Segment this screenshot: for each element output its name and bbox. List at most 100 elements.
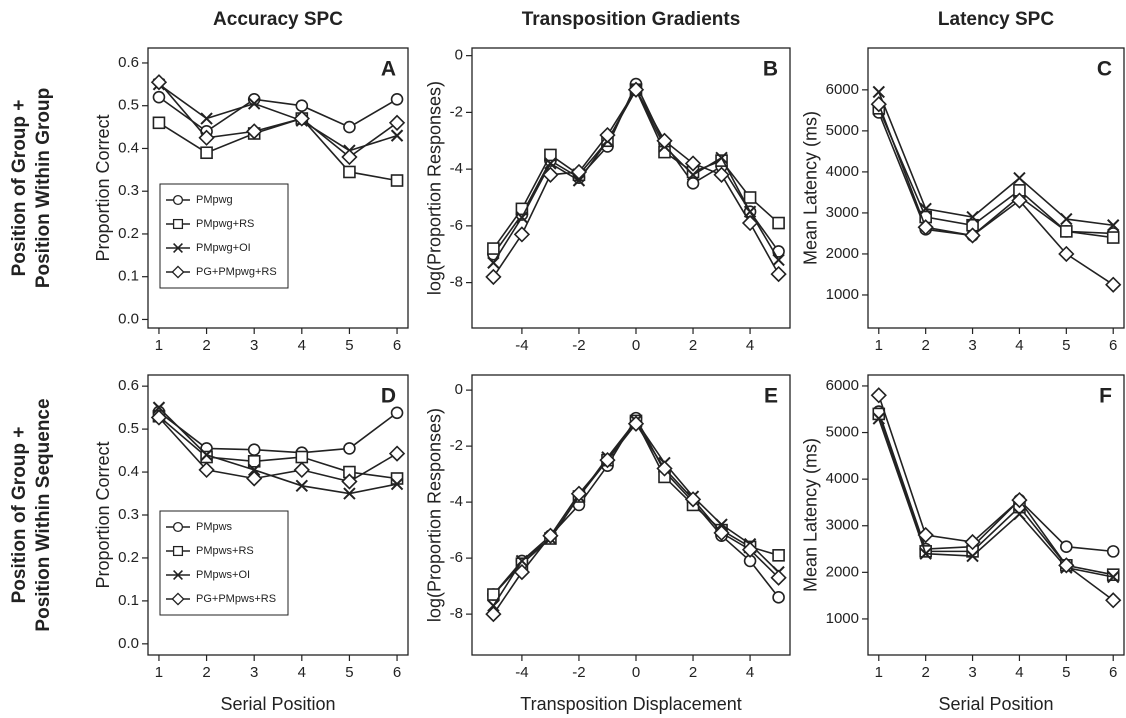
marker bbox=[772, 216, 785, 230]
marker bbox=[770, 569, 787, 586]
marker bbox=[684, 491, 702, 508]
y-tick-label: 0.1 bbox=[118, 592, 139, 609]
legend-marker bbox=[172, 521, 184, 533]
plot-frame bbox=[471, 374, 791, 656]
y-tick-label: 6000 bbox=[826, 81, 859, 98]
marker bbox=[388, 114, 406, 131]
y-tick-label: 4000 bbox=[826, 470, 859, 487]
legend-label: PMpwg bbox=[196, 194, 233, 206]
y-tick-label: 1000 bbox=[826, 286, 859, 303]
y-tick-label: 5000 bbox=[826, 122, 859, 139]
y-tick-label: -8 bbox=[450, 274, 463, 291]
x-tick-label: 4 bbox=[298, 664, 306, 681]
series-line bbox=[878, 112, 1114, 237]
marker bbox=[1107, 219, 1120, 232]
marker bbox=[247, 455, 261, 468]
series-line bbox=[158, 407, 398, 495]
marker bbox=[870, 387, 887, 404]
series-line bbox=[878, 103, 1114, 286]
x-tick-label: 6 bbox=[393, 664, 401, 681]
marker bbox=[964, 227, 981, 244]
series-line bbox=[878, 418, 1114, 578]
y-tick-label: 0.2 bbox=[118, 549, 139, 566]
marker bbox=[515, 554, 529, 568]
row-label: Position Within Sequence bbox=[33, 398, 54, 631]
marker bbox=[966, 210, 979, 224]
x-tick-label: 3 bbox=[250, 337, 258, 354]
marker bbox=[570, 485, 588, 502]
marker bbox=[656, 460, 673, 477]
legend-label: PG+PMpwg+RS bbox=[196, 266, 277, 278]
marker bbox=[1106, 545, 1120, 558]
marker bbox=[487, 242, 500, 255]
series-line bbox=[878, 411, 1114, 553]
marker bbox=[572, 174, 586, 187]
marker bbox=[150, 409, 168, 426]
series-line bbox=[158, 83, 398, 152]
row-label: Position of Group + bbox=[9, 427, 30, 604]
y-tick-label: 0 bbox=[455, 381, 463, 398]
x-tick-label: 3 bbox=[968, 337, 976, 354]
x-tick-label: 6 bbox=[1109, 664, 1117, 681]
y-axis-label: Mean Latency (ms) bbox=[800, 111, 820, 265]
x-tick-label: 5 bbox=[345, 664, 353, 681]
marker bbox=[966, 549, 979, 563]
marker bbox=[390, 174, 404, 187]
marker bbox=[487, 588, 500, 601]
marker bbox=[713, 524, 730, 542]
marker bbox=[917, 526, 934, 544]
legend-label: PMpwg+RS bbox=[196, 218, 254, 230]
y-tick-label: 1000 bbox=[826, 610, 859, 627]
plot-frame bbox=[471, 47, 791, 329]
y-tick-label: 0.5 bbox=[118, 420, 139, 437]
series-line bbox=[158, 96, 398, 133]
marker bbox=[246, 470, 263, 487]
x-tick-label: 2 bbox=[921, 337, 929, 354]
panel-letter: B bbox=[763, 58, 778, 81]
marker bbox=[343, 442, 356, 455]
x-tick-label: -2 bbox=[572, 337, 585, 354]
legend-marker bbox=[172, 218, 184, 230]
marker bbox=[152, 401, 166, 414]
series-line bbox=[492, 87, 780, 264]
marker bbox=[295, 479, 309, 493]
x-tick-label: 6 bbox=[1109, 337, 1117, 354]
y-tick-label: -6 bbox=[450, 217, 463, 234]
y-tick-label: 2000 bbox=[826, 245, 859, 262]
y-tick-label: 2000 bbox=[826, 563, 859, 580]
marker bbox=[627, 81, 645, 98]
marker bbox=[570, 163, 588, 181]
marker bbox=[343, 165, 356, 179]
legend-marker bbox=[172, 194, 184, 206]
plot-frame bbox=[147, 47, 409, 329]
y-tick-label: -2 bbox=[450, 437, 463, 454]
marker bbox=[715, 151, 728, 164]
legend-label: PG+PMpws+RS bbox=[196, 593, 276, 605]
x-tick-label: 0 bbox=[632, 337, 640, 354]
y-axis-label: Proportion Correct bbox=[93, 441, 113, 588]
marker bbox=[515, 202, 529, 216]
series-line bbox=[492, 416, 780, 598]
column-title: Latency SPC bbox=[938, 9, 1054, 30]
marker bbox=[1060, 225, 1073, 238]
y-tick-label: -6 bbox=[450, 549, 463, 566]
series-line bbox=[878, 395, 1114, 601]
column-title: Transposition Gradients bbox=[522, 9, 741, 30]
x-tick-label: 2 bbox=[689, 337, 697, 354]
marker bbox=[1011, 491, 1028, 509]
marker bbox=[686, 168, 700, 182]
marker bbox=[390, 477, 404, 491]
x-tick-label: 4 bbox=[298, 337, 306, 354]
panel-letter: A bbox=[381, 58, 396, 81]
y-tick-label: -8 bbox=[450, 605, 463, 622]
marker bbox=[964, 533, 981, 551]
marker bbox=[247, 97, 261, 110]
series-line bbox=[158, 117, 398, 182]
x-axis-label: Serial Position bbox=[220, 694, 335, 714]
series-line bbox=[492, 419, 780, 607]
marker bbox=[487, 256, 500, 269]
marker bbox=[870, 96, 887, 113]
x-tick-label: -2 bbox=[572, 664, 585, 681]
marker bbox=[1011, 192, 1028, 209]
y-tick-label: 0.5 bbox=[118, 97, 139, 114]
